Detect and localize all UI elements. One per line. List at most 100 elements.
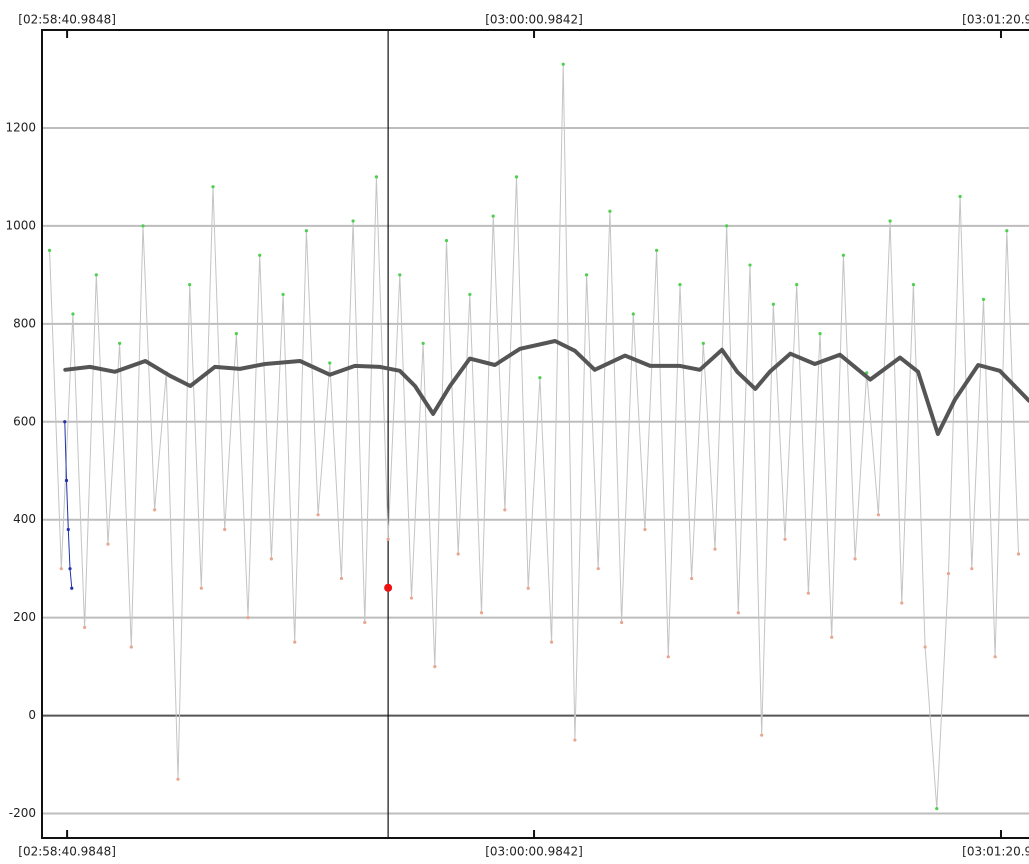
plot-area: [47, 30, 1029, 838]
data-point: [141, 224, 145, 228]
data-point: [503, 508, 507, 512]
data-point: [690, 576, 694, 581]
data-point: [47, 248, 52, 252]
data-point: [328, 361, 332, 365]
data-point: [106, 542, 110, 546]
data-point: [153, 508, 157, 512]
data-point: [234, 332, 238, 336]
data-point: [561, 62, 565, 66]
data-point: [64, 478, 69, 483]
data-point: [538, 376, 542, 380]
data-point: [958, 194, 962, 199]
data-point: [666, 655, 670, 659]
data-point: [223, 527, 227, 532]
data-point: [923, 645, 927, 649]
data-point: [363, 620, 367, 625]
x-tick-label: [02:58:40.9848]: [18, 13, 116, 27]
data-point: [713, 547, 717, 551]
data-point: [374, 175, 379, 179]
data-point: [491, 214, 495, 218]
data-point: [573, 738, 577, 742]
data-point: [584, 273, 589, 277]
data-point: [468, 292, 472, 297]
data-point: [444, 238, 449, 243]
data-point: [981, 297, 986, 301]
data-point: [409, 596, 414, 600]
data-point: [760, 733, 764, 737]
data-point: [841, 253, 845, 257]
y-tick-label: 1200: [5, 120, 36, 134]
series-line: [63, 339, 1029, 436]
data-point: [199, 586, 203, 590]
data-point: [63, 420, 67, 424]
data-point: [304, 229, 309, 233]
data-point: [549, 640, 554, 644]
data-point: [911, 283, 916, 287]
data-point: [748, 263, 752, 267]
data-point: [818, 332, 822, 336]
plot-frame: [41, 29, 1029, 839]
data-point: [246, 616, 250, 620]
data-point: [176, 777, 180, 781]
data-point: [806, 591, 810, 595]
data-point: [68, 567, 72, 571]
data-point: [795, 283, 799, 287]
data-point: [384, 583, 393, 592]
y-tick-label: 800: [13, 316, 36, 330]
data-point: [129, 645, 133, 649]
data-point: [643, 527, 647, 532]
x-tick-label: [02:58:40.9848]: [18, 845, 116, 859]
axes: -200 0 200 400 600 800 1000 1200 [02:58:40.9848]…: [5, 13, 1029, 859]
x-tick-label: [03:01:20.98: [962, 845, 1029, 859]
data-point: [211, 185, 215, 189]
data-point: [398, 273, 402, 277]
data-point: [830, 635, 834, 639]
data-point: [596, 567, 600, 571]
data-point: [701, 341, 705, 346]
data-point: [888, 219, 892, 223]
data-point: [853, 557, 857, 561]
y-tick-label: -200: [9, 806, 36, 820]
data-point: [59, 567, 63, 571]
data-point: [608, 209, 612, 213]
data-point: [94, 273, 98, 277]
data-point: [258, 253, 262, 257]
data-point: [514, 175, 519, 179]
data-point: [970, 567, 974, 571]
data-point: [631, 312, 635, 316]
data-point: [678, 283, 682, 287]
data-point: [339, 576, 344, 581]
data-point: [725, 224, 729, 228]
data-point: [935, 807, 939, 811]
data-point: [783, 537, 787, 541]
y-tick-label: 200: [13, 610, 36, 624]
data-point: [71, 312, 75, 316]
data-point: [188, 283, 192, 287]
data-point: [316, 513, 320, 517]
data-point: [293, 640, 297, 644]
data-point: [655, 248, 659, 252]
data-point: [386, 537, 390, 541]
y-tick-label: 600: [13, 414, 36, 428]
data-point: [456, 552, 460, 556]
x-tick-label: [03:00:00.9842]: [485, 845, 583, 859]
data-point: [70, 586, 74, 590]
data-point: [269, 557, 273, 561]
data-point: [1005, 229, 1009, 233]
y-tick-label: 400: [13, 512, 36, 526]
data-point: [118, 341, 122, 346]
data-point: [351, 219, 355, 223]
data-point: [83, 625, 87, 630]
data-point: [281, 292, 285, 297]
data-point: [66, 527, 70, 532]
data-point: [771, 302, 775, 306]
series-line: [49, 63, 1019, 810]
data-point: [433, 665, 437, 669]
data-point: [736, 611, 740, 615]
data-point: [421, 341, 425, 346]
x-tick-label: [03:00:00.9842]: [485, 13, 583, 27]
data-point: [479, 611, 484, 615]
